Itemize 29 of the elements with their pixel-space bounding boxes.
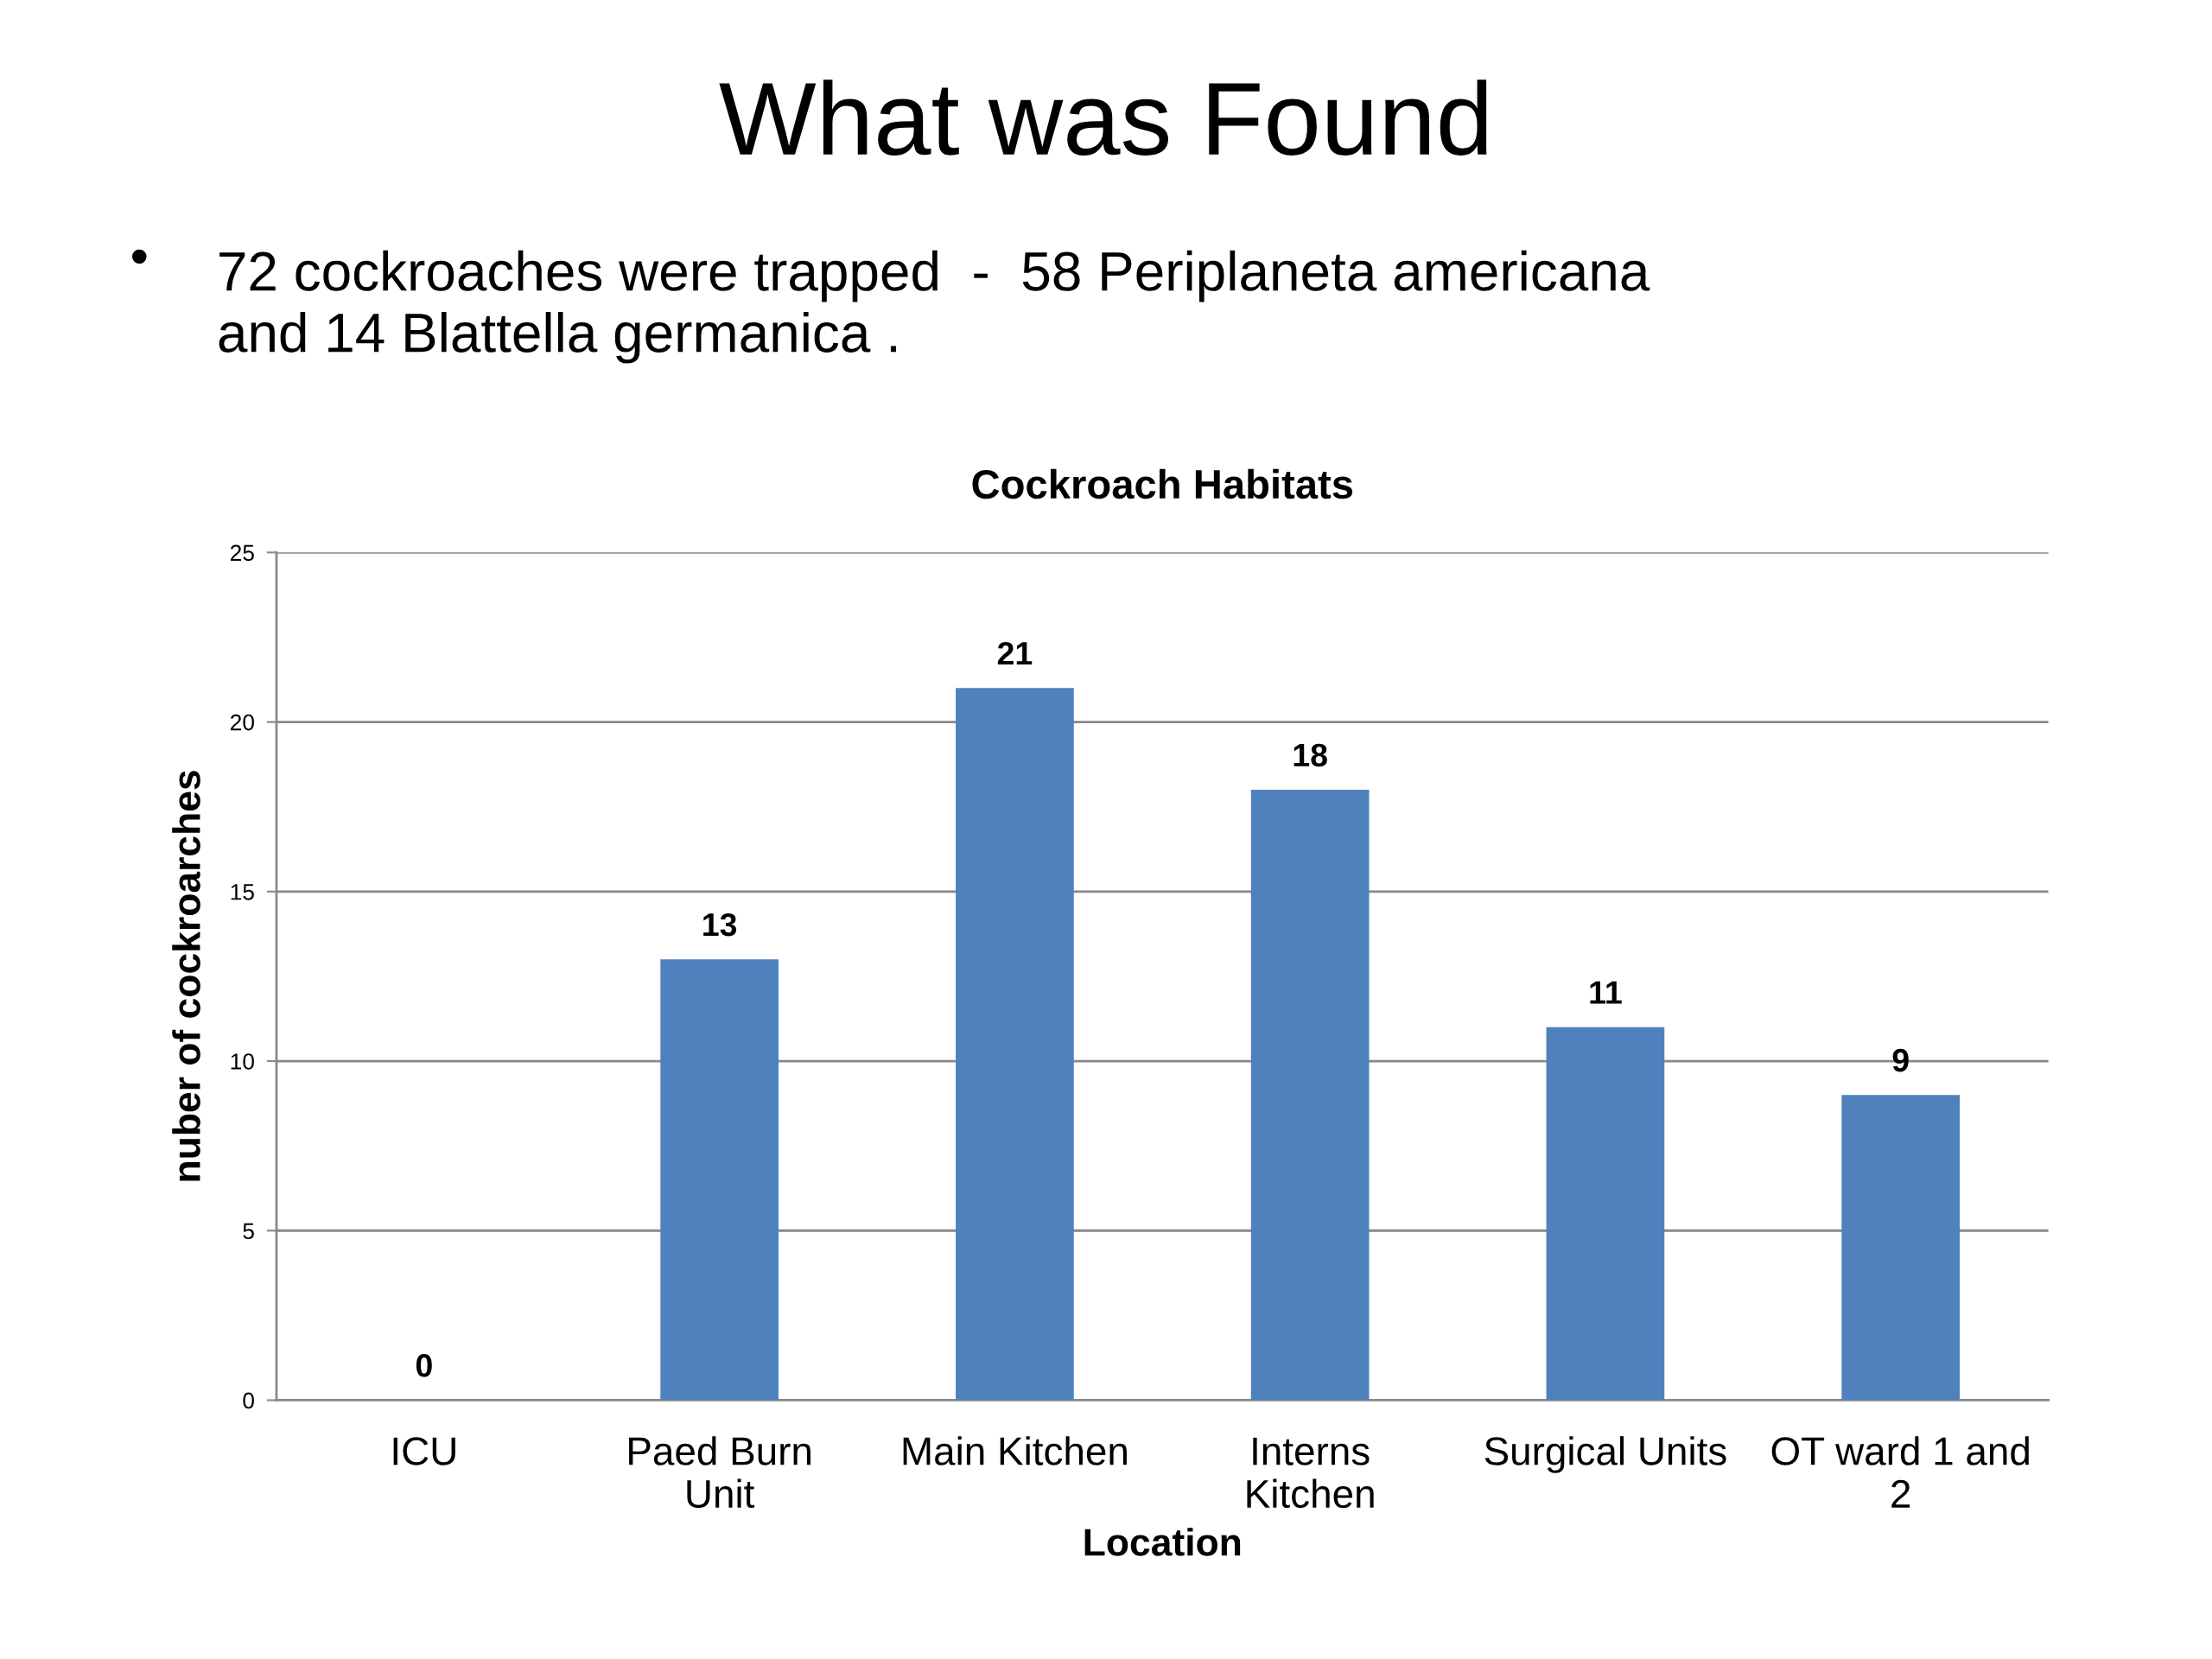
data-label: 11 bbox=[1590, 981, 1622, 1004]
data-label: 9 bbox=[1892, 1048, 1909, 1072]
data-label: 21 bbox=[997, 641, 1033, 665]
bar bbox=[1841, 1095, 1961, 1401]
y-axis-title: nuber of cockroarches bbox=[172, 771, 200, 1181]
data-label: 13 bbox=[703, 912, 737, 937]
x-tick-label: Interns Kitchen bbox=[1247, 1437, 1374, 1509]
y-tick-label: 25 bbox=[230, 544, 254, 562]
x-tick-label: Surgical Units bbox=[1484, 1436, 1726, 1473]
chart-title: Cockroach Habitats bbox=[972, 468, 1353, 499]
x-tick-label: Paed Burn Unit bbox=[629, 1436, 810, 1509]
bar bbox=[1546, 1027, 1665, 1401]
y-tick-label: 5 bbox=[243, 1223, 254, 1240]
y-tick-label: 20 bbox=[230, 714, 254, 731]
bar bbox=[660, 959, 779, 1401]
data-label: 18 bbox=[1294, 743, 1327, 767]
x-tick-label: ICU bbox=[393, 1437, 455, 1465]
text: What was Found bbox=[719, 79, 1487, 156]
x-tick-label: OT ward 1 and 2 bbox=[1771, 1436, 2029, 1508]
data-label: 0 bbox=[416, 1354, 432, 1377]
bar bbox=[1250, 790, 1370, 1401]
y-tick-label: 15 bbox=[231, 884, 254, 900]
text: 72 cockroaches were trapped - 58 Periplaneta americana and 14 Blattella germanica . bbox=[219, 250, 1650, 364]
x-tick-label: Main Kitchen bbox=[903, 1436, 1127, 1465]
y-tick-label: 10 bbox=[231, 1053, 254, 1070]
x-axis-title: Location bbox=[1084, 1528, 1241, 1556]
y-tick-label: 0 bbox=[243, 1392, 254, 1409]
text: • bbox=[132, 249, 147, 264]
bar bbox=[956, 688, 1074, 1401]
